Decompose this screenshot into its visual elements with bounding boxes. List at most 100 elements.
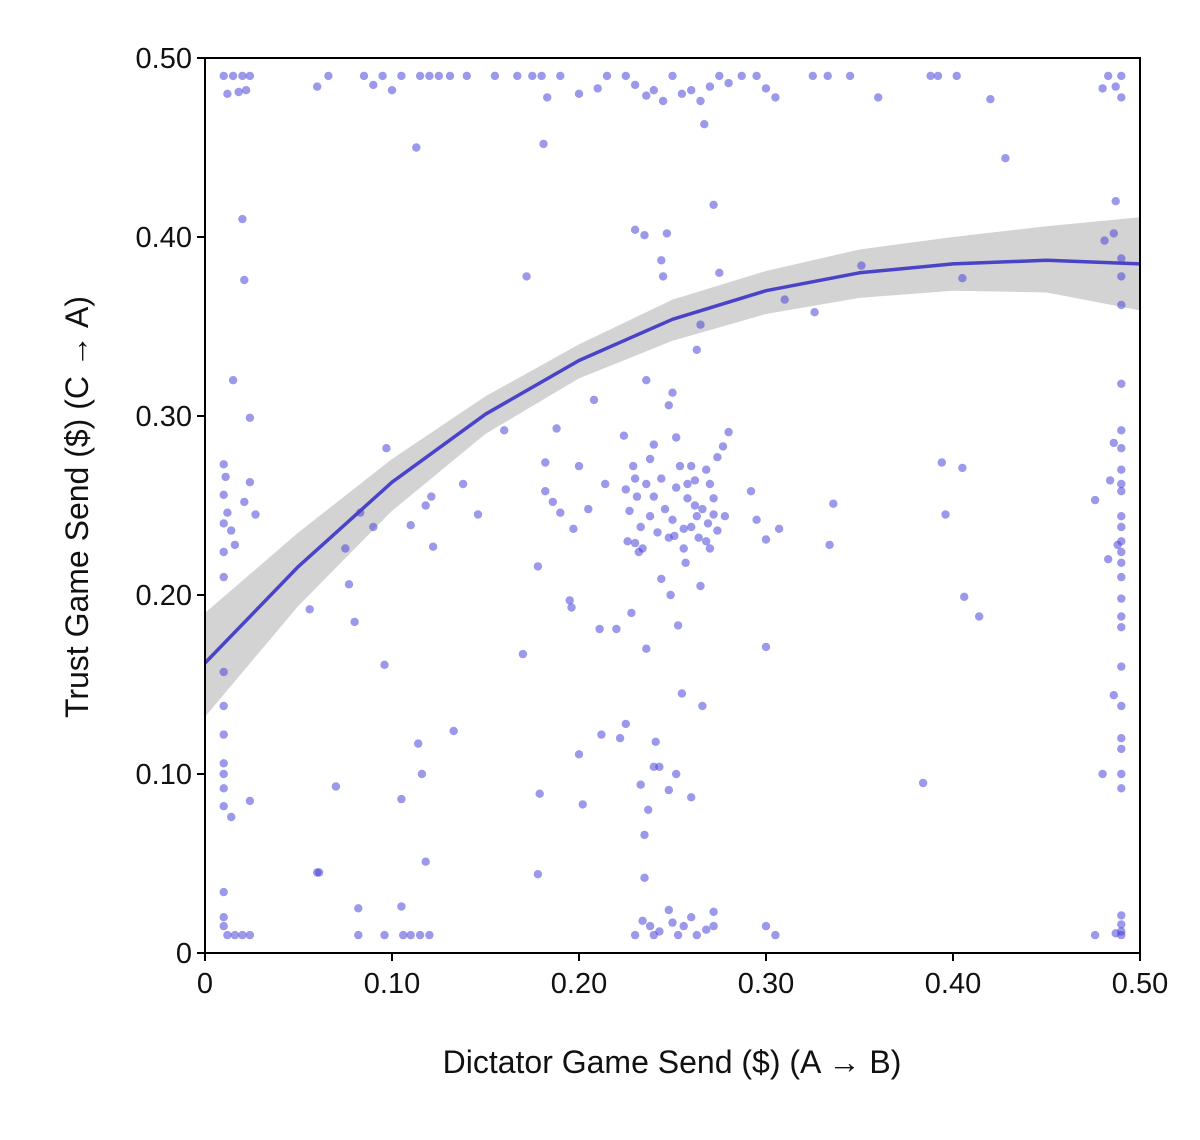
data-point [649, 762, 658, 771]
data-point [556, 508, 565, 517]
data-point [668, 71, 677, 81]
data-point [933, 71, 943, 81]
data-point [649, 86, 658, 95]
data-point [234, 87, 243, 97]
data-point [658, 272, 668, 281]
data-point [640, 873, 649, 882]
data-point [1117, 272, 1126, 281]
data-point [219, 802, 228, 811]
data-point [640, 231, 649, 240]
data-point [219, 769, 228, 779]
data-point [705, 82, 715, 91]
data-point [926, 71, 935, 81]
data-point [845, 71, 855, 81]
data-point [640, 830, 649, 840]
data-point [1117, 558, 1126, 567]
data-point [638, 544, 647, 553]
data-point [619, 431, 629, 440]
data-point [245, 478, 255, 487]
data-point [341, 544, 350, 553]
data-point [642, 91, 651, 100]
data-point [694, 533, 703, 542]
data-point [219, 921, 228, 931]
data-point [630, 474, 640, 483]
data-point [543, 93, 552, 102]
data-point [223, 89, 232, 99]
data-point [369, 80, 378, 90]
data-point [702, 925, 711, 934]
data-points-layer [219, 71, 1126, 940]
data-point [238, 214, 247, 224]
data-point [240, 275, 249, 285]
data-point [473, 510, 483, 519]
data-point [397, 71, 406, 81]
data-point [673, 621, 683, 630]
data-point [380, 660, 389, 669]
data-point [412, 143, 421, 152]
data-point [670, 531, 679, 541]
data-point [874, 93, 883, 102]
data-point [574, 750, 584, 759]
data-point [245, 71, 255, 81]
data-point [539, 139, 548, 149]
data-point [677, 89, 687, 99]
data-point [251, 510, 260, 519]
data-point [698, 504, 707, 514]
data-point [1117, 254, 1126, 263]
data-point [490, 71, 500, 81]
data-point [771, 930, 780, 940]
data-point [681, 558, 690, 567]
data-point [1117, 920, 1126, 929]
data-point [533, 870, 543, 879]
data-point [664, 905, 673, 915]
plot-area-frame [204, 57, 1141, 954]
data-point [636, 522, 645, 532]
x-tick-label: 0.20 [551, 968, 607, 1000]
data-point [228, 376, 238, 385]
data-point [1117, 444, 1126, 453]
data-point [533, 562, 543, 571]
data-point [752, 71, 761, 81]
data-point [675, 461, 685, 471]
data-point [1117, 487, 1126, 496]
data-point [709, 200, 718, 209]
data-point [421, 501, 430, 510]
data-point [518, 649, 528, 659]
data-point [1105, 476, 1115, 485]
data-point [219, 572, 228, 582]
data-point [574, 89, 584, 99]
data-point [414, 739, 423, 748]
data-point [331, 782, 341, 791]
data-point [662, 229, 672, 238]
data-point [219, 913, 228, 922]
data-point [692, 930, 701, 940]
data-point [382, 444, 391, 453]
data-point [387, 86, 397, 95]
data-point [668, 515, 677, 524]
data-point [378, 71, 387, 81]
data-point [687, 913, 696, 922]
data-point [425, 71, 434, 81]
data-point [664, 785, 673, 795]
data-point [825, 540, 834, 550]
data-point [462, 71, 471, 81]
data-point [219, 730, 228, 739]
data-point [219, 759, 228, 768]
data-point [690, 501, 700, 510]
data-point [584, 504, 593, 514]
data-point [632, 492, 642, 501]
data-point [642, 376, 651, 385]
data-point [230, 930, 240, 940]
confidence-band [205, 217, 1140, 717]
data-point [679, 921, 688, 931]
data-point [595, 624, 604, 634]
data-point [324, 71, 333, 81]
data-point [1117, 701, 1126, 711]
data-point [1117, 662, 1126, 671]
data-point [672, 483, 681, 492]
data-point [621, 485, 630, 494]
data-point [718, 442, 728, 451]
data-point [219, 71, 228, 81]
data-point [415, 930, 425, 940]
